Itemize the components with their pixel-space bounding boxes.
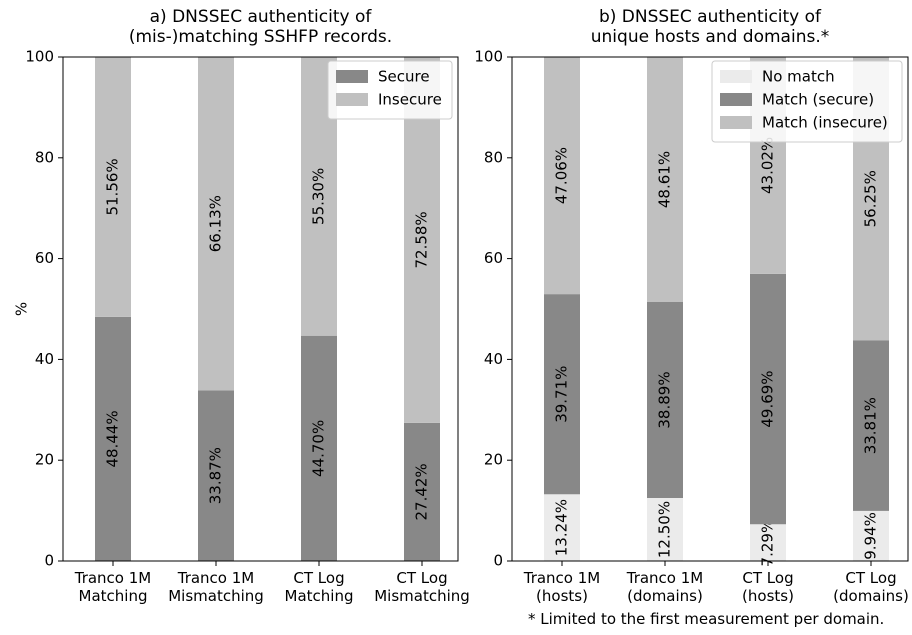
chart-title: unique hosts and domains.*: [591, 27, 829, 47]
footnote: * Limited to the first measurement per d…: [528, 610, 885, 628]
data-label: 9.94%: [862, 512, 880, 560]
data-label: 56.25%: [862, 170, 880, 227]
x-tick-label: Matching: [285, 587, 354, 605]
x-tick-label: (hosts): [536, 587, 588, 605]
data-label: 13.24%: [553, 499, 571, 556]
data-label: 44.70%: [310, 420, 328, 477]
bar-segment: [198, 57, 234, 391]
bar-segment: [647, 57, 683, 302]
y-tick-label: 60: [35, 249, 54, 267]
legend-swatch: [336, 70, 368, 83]
bar-segment: [301, 335, 337, 561]
bar-segment: [544, 294, 580, 495]
x-tick-label: Tranco 1M: [523, 569, 601, 587]
legend-label: No match: [762, 68, 835, 86]
data-label: 38.89%: [656, 371, 674, 428]
legend-swatch: [720, 116, 752, 129]
x-tick-label: Tranco 1M: [74, 569, 152, 587]
x-tick-label: CT Log: [742, 569, 793, 587]
y-tick-label: 100: [25, 48, 54, 66]
data-label: 49.69%: [759, 370, 777, 427]
data-label: 72.58%: [413, 211, 431, 268]
x-tick-label: Tranco 1M: [626, 569, 704, 587]
bar-segment: [544, 494, 580, 561]
x-tick-label: CT Log: [845, 569, 896, 587]
chart-panel-1: a) DNSSEC authenticity of(mis-)matching …: [13, 7, 470, 605]
legend-swatch: [720, 70, 752, 83]
y-tick-label: 80: [484, 148, 503, 166]
y-tick-label: 0: [493, 552, 503, 570]
legend-label: Secure: [378, 68, 430, 86]
bar-segment: [750, 524, 786, 561]
y-tick-label: 40: [484, 350, 503, 368]
y-tick-label: 20: [484, 451, 503, 469]
y-tick-label: 60: [484, 249, 503, 267]
data-label: 55.30%: [310, 168, 328, 225]
y-axis-label: %: [13, 302, 31, 316]
bar-segment: [853, 510, 889, 561]
legend: Secure Insecure: [327, 60, 453, 120]
data-label: 12.50%: [656, 501, 674, 558]
x-tick-label: Matching: [79, 587, 148, 605]
legend-label: Insecure: [378, 91, 442, 109]
axes-frame: [511, 56, 909, 562]
data-label: 33.87%: [207, 447, 225, 504]
x-tick-label: Mismatching: [374, 587, 470, 605]
bar-segment: [404, 422, 440, 561]
data-label: 27.42%: [413, 463, 431, 520]
x-tick-label: CT Log: [396, 569, 447, 587]
legend-label: Match (insecure): [762, 114, 888, 132]
data-label: 7.29%: [759, 519, 777, 567]
chart-title: a) DNSSEC authenticity of: [150, 7, 373, 27]
data-label: 39.71%: [553, 366, 571, 423]
x-tick-label: (domains): [627, 587, 703, 605]
data-label: 43.02%: [759, 137, 777, 194]
legend-swatch: [720, 93, 752, 106]
bar-segment: [853, 340, 889, 511]
y-tick-label: 80: [35, 148, 54, 166]
x-tick-label: CT Log: [293, 569, 344, 587]
legend-box: [711, 60, 903, 143]
bar-segment: [95, 316, 131, 561]
x-tick-label: Tranco 1M: [177, 569, 255, 587]
data-label: 48.61%: [656, 151, 674, 208]
x-tick-label: (hosts): [742, 587, 794, 605]
bar-segment: [95, 57, 131, 317]
bar-segment: [647, 301, 683, 498]
legend: No match Match (secure) Match (insecure): [711, 60, 903, 143]
x-tick-label: (domains): [833, 587, 909, 605]
bar-segment: [647, 498, 683, 561]
data-label: 66.13%: [207, 195, 225, 252]
x-tick-label: Mismatching: [168, 587, 264, 605]
data-label: 47.06%: [553, 147, 571, 204]
bar-segment: [750, 273, 786, 525]
data-label: 51.56%: [104, 158, 122, 215]
y-tick-label: 20: [35, 451, 54, 469]
y-tick-label: 40: [35, 350, 54, 368]
chart-title: b) DNSSEC authenticity of: [599, 7, 822, 27]
data-label: 48.44%: [104, 410, 122, 467]
bar-segment: [544, 56, 580, 295]
y-tick-label: 0: [44, 552, 54, 570]
axes-frame: [62, 56, 459, 562]
bar-segment: [198, 390, 234, 561]
legend-label: Match (secure): [762, 91, 874, 109]
data-label: 33.81%: [862, 397, 880, 454]
chart-title: (mis-)matching SSHFP records.: [129, 27, 392, 47]
y-tick-label: 100: [474, 48, 503, 66]
legend-swatch: [336, 93, 368, 106]
